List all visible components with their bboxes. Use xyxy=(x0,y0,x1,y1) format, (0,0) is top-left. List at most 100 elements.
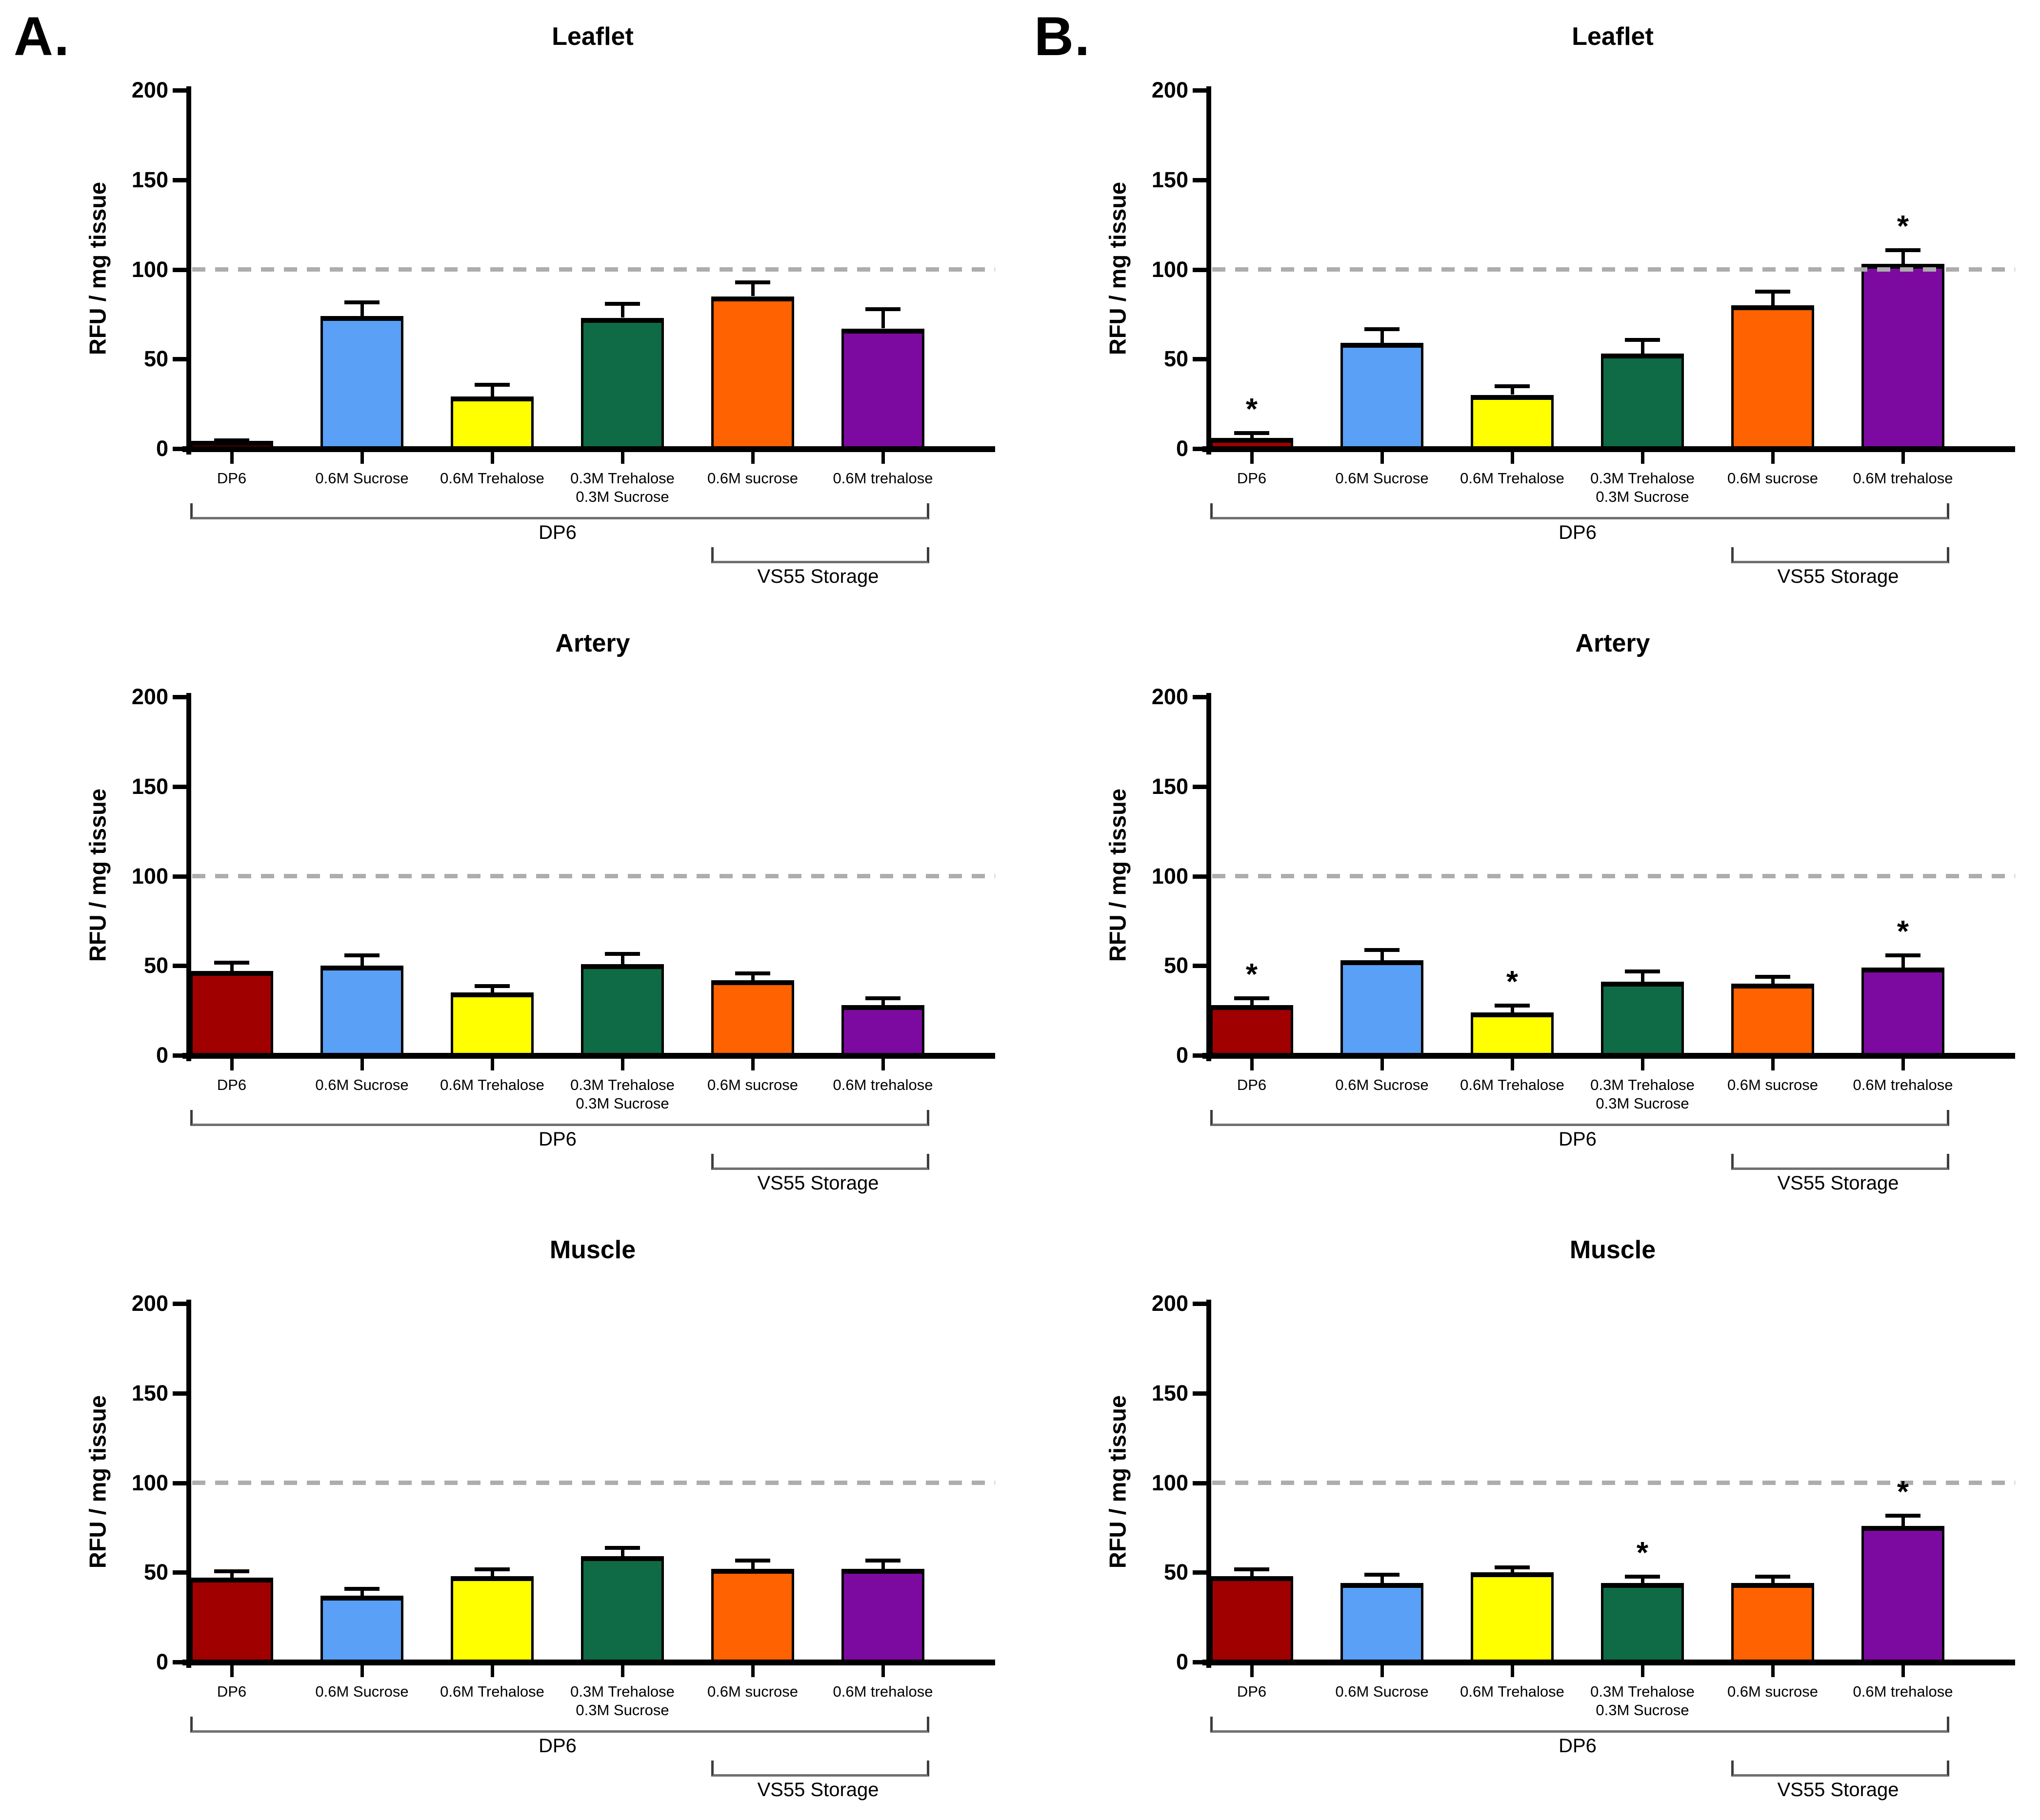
significance-asterisk: * xyxy=(1897,1475,1909,1509)
error-bar xyxy=(881,1560,885,1569)
error-bar xyxy=(1901,1515,1905,1526)
y-tick-label: 50 xyxy=(143,346,168,371)
bracket-vs55-storage xyxy=(711,1761,929,1777)
bar-0-3m-trehalose-0-3m-sucrose xyxy=(581,964,664,1055)
x-tick-label: 0.3M Trehalose 0.3M Sucrose xyxy=(570,470,675,505)
x-tick-label: 0.6M sucrose xyxy=(707,1683,799,1700)
x-axis xyxy=(1202,1660,2015,1665)
error-bar-cap xyxy=(1234,1567,1269,1571)
error-bar xyxy=(1511,1567,1514,1572)
x-tick-label: 0.6M trehalose xyxy=(1853,470,1953,487)
y-tick-mark xyxy=(173,178,186,182)
error-bar xyxy=(1771,976,1775,984)
error-bar-cap xyxy=(865,996,900,1000)
reference-line xyxy=(192,874,995,878)
x-tick-mark xyxy=(1771,1059,1775,1070)
bar-0-6m-trehalose xyxy=(1861,1526,1944,1662)
y-tick-label: 150 xyxy=(131,1381,168,1405)
y-tick-mark xyxy=(1193,1053,1206,1058)
bracket-label: VS55 Storage xyxy=(757,566,879,587)
bar-0-6m-sucrose xyxy=(1731,984,1814,1055)
error-bar-cap xyxy=(344,953,380,957)
x-tick-mark xyxy=(1771,452,1775,464)
bar-0-6m-trehalose xyxy=(841,1569,924,1662)
y-tick-mark xyxy=(173,268,186,272)
reference-line xyxy=(1212,874,2015,878)
significance-asterisk: * xyxy=(1245,958,1258,991)
bar-0-3m-trehalose-0-3m-sucrose xyxy=(1601,1583,1684,1662)
bar-0-6m-sucrose xyxy=(1731,305,1814,449)
x-tick-label: DP6 xyxy=(217,1683,247,1700)
x-tick-mark xyxy=(1901,1059,1905,1070)
error-bar-cap xyxy=(605,1546,640,1550)
error-bar xyxy=(1641,971,1644,982)
x-tick-label: 0.6M Trehalose xyxy=(440,1683,544,1700)
y-tick-label: 50 xyxy=(1163,953,1188,978)
error-bar xyxy=(1901,250,1905,264)
bracket-dp6 xyxy=(1210,1110,1949,1126)
bar-dp6 xyxy=(190,1578,273,1662)
error-bar xyxy=(360,955,364,966)
bracket-vs55-storage xyxy=(711,547,929,563)
error-bar-cap xyxy=(735,971,770,975)
bar-0-6m-trehalose xyxy=(1861,968,1944,1055)
x-tick-label: 0.3M Trehalose 0.3M Sucrose xyxy=(1590,1683,1695,1719)
bracket-label: DP6 xyxy=(539,1735,577,1757)
error-bar-cap xyxy=(214,438,249,442)
error-bar-cap xyxy=(605,302,640,306)
x-tick-label: 0.3M Trehalose 0.3M Sucrose xyxy=(1590,1076,1695,1112)
bar-0-6m-sucrose xyxy=(1340,343,1423,449)
y-axis xyxy=(186,86,191,455)
y-tick-mark xyxy=(173,1302,186,1306)
y-tick-label: 150 xyxy=(131,167,168,192)
chart-title: Muscle xyxy=(549,1236,636,1264)
error-bar-cap xyxy=(214,1569,249,1573)
x-tick-label: 0.6M sucrose xyxy=(1727,470,1819,487)
bar-0-6m-trehalose xyxy=(451,1576,534,1662)
bar-0-6m-trehalose xyxy=(1471,1572,1554,1662)
error-bar-cap xyxy=(344,1587,380,1591)
y-tick-label: 150 xyxy=(1151,1381,1188,1405)
y-tick-mark xyxy=(1193,1391,1206,1396)
x-tick-label: 0.6M trehalose xyxy=(1853,1683,1953,1700)
x-tick-mark xyxy=(1641,1665,1644,1677)
x-tick-mark xyxy=(621,1059,624,1070)
y-tick-label: 100 xyxy=(1151,1470,1188,1495)
y-tick-mark xyxy=(173,1053,186,1058)
y-tick-label: 0 xyxy=(156,1043,168,1068)
bracket-vs55-storage xyxy=(711,1154,929,1170)
y-tick-label: 50 xyxy=(1163,1560,1188,1584)
y-tick-label: 50 xyxy=(143,1560,168,1584)
x-tick-label: 0.6M sucrose xyxy=(707,470,799,487)
x-tick-label: 0.3M Trehalose 0.3M Sucrose xyxy=(1590,470,1695,505)
error-bar xyxy=(360,302,364,316)
bracket-label: DP6 xyxy=(1559,1735,1597,1757)
error-bar xyxy=(360,1588,364,1596)
y-tick-label: 200 xyxy=(1151,78,1188,102)
x-tick-label: DP6 xyxy=(1237,470,1267,487)
error-bar xyxy=(1901,955,1905,968)
chart-title: Leaflet xyxy=(1572,22,1654,51)
x-tick-label: 0.6M Trehalose xyxy=(1460,1683,1564,1700)
y-tick-mark xyxy=(1193,268,1206,272)
error-bar-cap xyxy=(475,383,510,387)
y-tick-label: 100 xyxy=(131,864,168,889)
x-tick-mark xyxy=(360,1059,364,1070)
error-bar xyxy=(1641,339,1644,354)
panel-label-a: A. xyxy=(14,6,70,67)
bracket-dp6 xyxy=(1210,503,1949,519)
error-bar-cap xyxy=(605,952,640,956)
bracket-vs55-storage xyxy=(1731,547,1949,563)
y-tick-label: 200 xyxy=(131,78,168,102)
error-bar-cap xyxy=(1495,1565,1530,1569)
x-tick-label: DP6 xyxy=(1237,1683,1267,1700)
bar-0-6m-trehalose xyxy=(451,992,534,1055)
error-bar-cap xyxy=(1625,1575,1660,1579)
x-tick-mark xyxy=(1901,1665,1905,1677)
error-bar-cap xyxy=(865,1559,900,1563)
y-tick-mark xyxy=(1193,1570,1206,1575)
x-tick-mark xyxy=(1641,1059,1644,1070)
x-tick-mark xyxy=(360,452,364,464)
bracket-label: VS55 Storage xyxy=(1777,1172,1899,1194)
x-axis xyxy=(182,1053,995,1059)
